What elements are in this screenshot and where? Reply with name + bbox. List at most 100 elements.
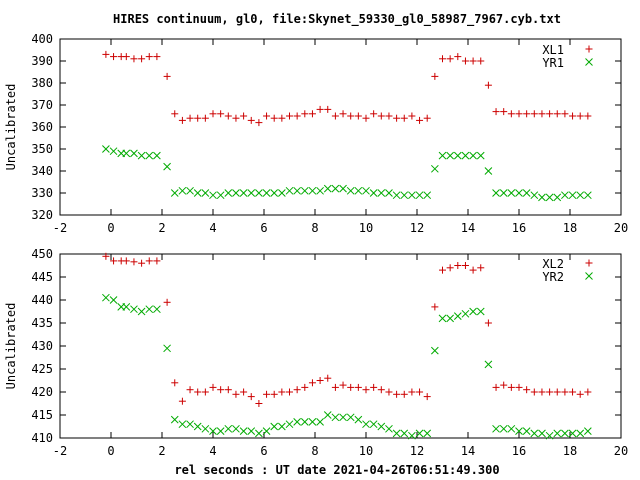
data-point-yr2 bbox=[145, 305, 154, 314]
data-point-xl1 bbox=[232, 114, 240, 122]
x-tick-label: 10 bbox=[359, 221, 373, 235]
data-point-xl1 bbox=[546, 110, 554, 118]
data-point-yr1 bbox=[453, 151, 462, 160]
data-point-yr1 bbox=[576, 191, 585, 200]
data-point-xl1 bbox=[178, 116, 186, 124]
data-point-xl1 bbox=[347, 112, 355, 120]
data-point-xl2 bbox=[500, 381, 508, 389]
data-point-xl2 bbox=[446, 264, 454, 272]
data-point-xl2 bbox=[362, 386, 370, 394]
data-point-yr1 bbox=[122, 149, 131, 158]
data-point-yr2 bbox=[224, 424, 233, 433]
y-tick-label: 420 bbox=[31, 385, 53, 399]
data-point-xl1 bbox=[530, 110, 538, 118]
data-point-xl2 bbox=[576, 390, 584, 398]
data-point-yr1 bbox=[561, 191, 569, 200]
data-point-yr1 bbox=[392, 191, 401, 200]
data-point-yr2 bbox=[293, 418, 302, 426]
data-point-xl1 bbox=[255, 119, 263, 127]
data-point-yr1 bbox=[102, 145, 110, 153]
data-point-yr1 bbox=[316, 186, 324, 195]
data-point-xl2 bbox=[293, 386, 301, 394]
data-point-xl2 bbox=[194, 388, 202, 396]
x-tick-label: 16 bbox=[512, 221, 526, 235]
legend-label-xl1: XL1 bbox=[542, 43, 564, 57]
data-point-yr2 bbox=[545, 431, 554, 440]
data-point-yr1 bbox=[170, 189, 179, 197]
data-point-yr2 bbox=[499, 424, 508, 433]
data-point-xl1 bbox=[446, 55, 454, 63]
data-point-yr2 bbox=[476, 307, 485, 316]
data-point-xl1 bbox=[439, 55, 446, 63]
y-tick-label: 320 bbox=[31, 208, 53, 222]
plot-frame-bottom bbox=[59, 253, 622, 439]
y-tick-label: 360 bbox=[31, 120, 53, 134]
data-point-xl1 bbox=[492, 108, 500, 116]
data-point-xl1 bbox=[247, 116, 255, 124]
data-point-yr2 bbox=[538, 429, 546, 438]
data-point-xl1 bbox=[461, 57, 469, 65]
data-point-xl1 bbox=[576, 112, 584, 120]
data-point-xl2 bbox=[270, 390, 278, 398]
data-point-yr2 bbox=[385, 424, 393, 433]
data-point-xl2 bbox=[477, 264, 485, 272]
data-point-yr1 bbox=[323, 184, 332, 193]
data-point-yr1 bbox=[262, 189, 271, 197]
data-point-yr2 bbox=[216, 427, 225, 435]
chart-title: HIRES continuum, gl0, file:Skynet_59330_… bbox=[113, 12, 561, 27]
x-tick-label: 6 bbox=[260, 221, 267, 235]
data-point-xl2 bbox=[523, 386, 531, 394]
x-tick-label: 8 bbox=[311, 221, 318, 235]
x-tick-label: 14 bbox=[461, 444, 475, 458]
data-point-xl1 bbox=[194, 114, 202, 122]
data-point-xl1 bbox=[400, 114, 408, 122]
y-tick-label: 415 bbox=[31, 408, 53, 422]
data-point-xl1 bbox=[423, 114, 431, 122]
x-tick-label: 6 bbox=[260, 444, 267, 458]
data-point-xl1 bbox=[507, 110, 515, 118]
data-point-xl2 bbox=[217, 386, 225, 394]
data-point-yr1 bbox=[270, 189, 279, 197]
data-point-yr1 bbox=[201, 189, 210, 197]
data-point-xl1 bbox=[484, 81, 492, 89]
x-tick-label: -2 bbox=[53, 444, 67, 458]
data-point-yr2 bbox=[553, 429, 562, 438]
y-tick-label: 340 bbox=[31, 164, 53, 178]
data-point-xl1 bbox=[263, 112, 271, 120]
data-point-yr1 bbox=[492, 189, 500, 197]
data-point-yr2 bbox=[186, 420, 194, 429]
data-point-xl2 bbox=[423, 393, 431, 401]
x-tick-label: 2 bbox=[158, 444, 165, 458]
data-point-xl2 bbox=[301, 383, 309, 391]
data-point-yr1 bbox=[109, 147, 118, 156]
data-point-xl1 bbox=[209, 110, 217, 118]
x-tick-label: -2 bbox=[53, 221, 67, 235]
data-point-xl2 bbox=[263, 390, 271, 398]
data-point-yr2 bbox=[300, 418, 309, 426]
data-point-yr1 bbox=[239, 189, 248, 197]
data-point-yr2 bbox=[415, 429, 424, 438]
data-point-yr1 bbox=[247, 189, 256, 197]
data-point-xl2 bbox=[339, 381, 347, 389]
data-point-yr2 bbox=[331, 413, 340, 422]
legend-marker-xl2 bbox=[585, 259, 593, 267]
data-point-yr2 bbox=[522, 427, 531, 435]
data-point-yr2 bbox=[239, 427, 248, 435]
y-tick-label: 380 bbox=[31, 76, 53, 90]
data-point-xl2 bbox=[324, 374, 332, 382]
y-tick-label: 410 bbox=[31, 431, 53, 445]
data-point-yr2 bbox=[568, 429, 577, 438]
data-point-yr2 bbox=[270, 422, 279, 431]
data-point-yr1 bbox=[216, 191, 225, 200]
data-point-xl1 bbox=[130, 55, 138, 63]
data-point-xl1 bbox=[500, 108, 508, 116]
x-tick-label: 20 bbox=[614, 221, 628, 235]
data-point-yr2 bbox=[209, 427, 217, 435]
data-point-xl1 bbox=[171, 110, 179, 118]
data-point-yr2 bbox=[561, 429, 569, 438]
legend-marker-yr1 bbox=[585, 58, 593, 66]
data-point-yr1 bbox=[331, 184, 340, 193]
data-point-xl1 bbox=[523, 110, 531, 118]
data-point-yr1 bbox=[178, 186, 187, 195]
data-point-yr2 bbox=[423, 429, 432, 438]
